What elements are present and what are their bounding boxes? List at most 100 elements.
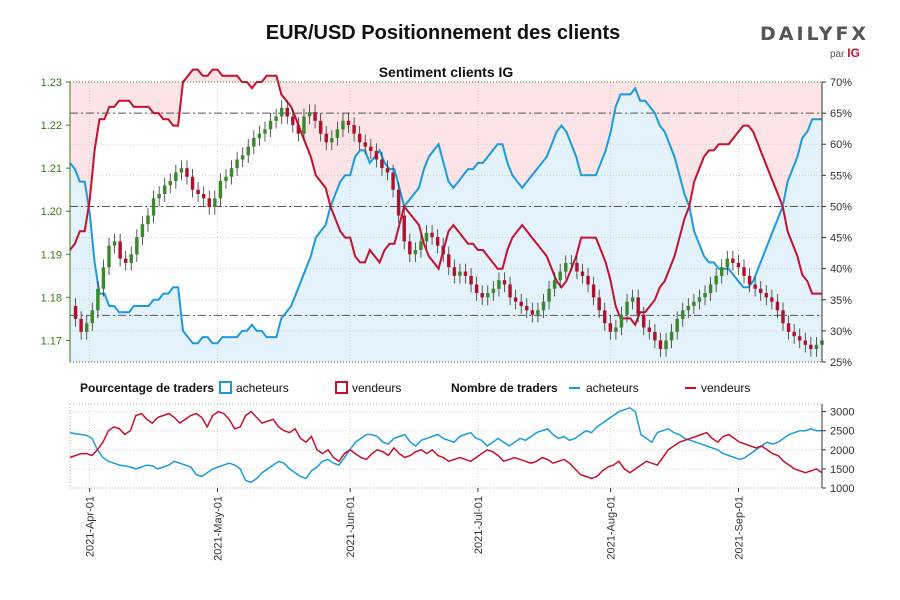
brand-sub: par IG	[830, 46, 860, 60]
price-candle-body	[530, 310, 535, 315]
price-candle-body	[786, 323, 791, 332]
price-candle-body	[408, 241, 412, 255]
x-axis-tick-label: 2021-Sep-01	[733, 496, 745, 560]
left-axis-tick-label: 1.23	[41, 77, 62, 89]
right-axis-tick-label: 25%	[830, 357, 852, 369]
price-candle-body	[235, 159, 239, 169]
price-candle-body	[814, 344, 819, 350]
left-axis-tick-label: 1.22	[41, 120, 62, 132]
price-candle-body	[697, 297, 702, 302]
price-candle-body	[558, 271, 562, 281]
price-candle-body	[123, 258, 128, 263]
price-candle-body	[608, 323, 613, 332]
price-candle-body	[168, 181, 172, 186]
price-candle-body	[201, 194, 206, 199]
price-candle-body	[84, 323, 89, 332]
price-candle-body	[502, 280, 507, 285]
legend-pct-buyers-label: acheteurs	[236, 381, 289, 395]
price-candle-body	[469, 275, 473, 285]
price-candle-body	[196, 189, 200, 194]
price-candle-body	[692, 301, 696, 306]
x-axis-tick-label: 2021-Apr-01	[85, 496, 97, 557]
price-candle-body	[335, 129, 340, 138]
left-axis-tick-label: 1.17	[41, 335, 62, 347]
price-candle-body	[419, 241, 423, 250]
page-title: EUR/USD Positionnement des clients	[265, 22, 621, 44]
legend-pct-buyers-swatch	[219, 381, 232, 394]
price-candle-body	[190, 176, 195, 190]
price-candle-body	[274, 116, 278, 121]
price-candle-body	[330, 138, 334, 143]
price-candle-body	[240, 155, 245, 160]
price-candle-body	[257, 133, 262, 138]
bottom-axis-tick-label: 2500	[830, 426, 854, 438]
left-axis-tick-label: 1.18	[41, 292, 62, 304]
legend-count-buyers-label: acheteurs	[586, 381, 639, 395]
right-axis-tick-label: 45%	[830, 233, 852, 245]
price-candle-body	[363, 142, 367, 147]
price-candle-body	[352, 125, 356, 134]
price-candle-body	[135, 237, 139, 255]
price-candle-body	[391, 172, 395, 190]
price-candle-body	[302, 116, 306, 134]
price-candle-body	[736, 262, 741, 268]
price-candle-body	[346, 120, 351, 126]
price-candle-body	[357, 133, 362, 143]
price-candle-body	[447, 254, 451, 268]
price-candle-body	[513, 297, 518, 302]
price-candle-body	[759, 288, 763, 294]
sellers-count-line	[69, 410, 823, 480]
price-candle-body	[536, 310, 540, 315]
price-candle-body	[597, 297, 601, 311]
price-candle-body	[463, 271, 468, 276]
price-candle-body	[218, 181, 223, 199]
price-candle-body	[803, 340, 808, 345]
legend-pct-sellers-swatch	[335, 381, 348, 394]
price-candle-body	[731, 258, 735, 263]
price-candle-body	[179, 168, 184, 173]
right-axis-tick-label: 60%	[830, 139, 852, 151]
price-candle-body	[809, 344, 813, 350]
price-candle-body	[291, 116, 295, 126]
buyers-sentiment-line	[69, 86, 822, 345]
price-candle-body	[224, 176, 228, 182]
price-candle-body	[653, 331, 657, 341]
price-candle-body	[525, 306, 529, 311]
price-candle-body	[569, 262, 574, 264]
price-candle-body	[792, 331, 796, 337]
price-candle-body	[229, 168, 234, 177]
price-candle-body	[263, 129, 267, 134]
price-candle-body	[112, 241, 117, 246]
price-candle-body	[742, 267, 746, 276]
price-candle-body	[519, 301, 523, 306]
price-candle-body	[486, 293, 490, 298]
price-candle-body	[630, 297, 635, 302]
left-axis-tick-label: 1.20	[41, 206, 62, 218]
price-candle-body	[424, 232, 429, 242]
right-axis-tick-label: 30%	[830, 326, 852, 338]
price-candle-body	[619, 314, 624, 328]
price-candle-body	[664, 340, 668, 350]
price-candle-body	[79, 318, 83, 332]
price-candle-body	[313, 112, 317, 121]
price-candle-body	[296, 125, 301, 134]
price-candle-body	[658, 340, 663, 350]
price-candle-body	[213, 198, 217, 207]
price-candle-body	[770, 297, 774, 302]
right-axis-tick-label: 50%	[830, 201, 852, 213]
x-axis-tick-label: 2021-Aug-01	[606, 496, 618, 560]
x-axis-tick-label: 2021-Jun-01	[345, 496, 357, 558]
legend-count-sellers-label: vendeurs	[701, 381, 750, 395]
price-candle-body	[96, 288, 100, 311]
price-candle-body	[636, 297, 640, 315]
chart-title: Sentiment clients IG	[379, 64, 514, 80]
bottom-axis-tick-label: 1000	[830, 483, 854, 495]
price-candle-body	[797, 336, 802, 341]
left-axis-tick-label: 1.21	[41, 163, 62, 175]
bottom-axis-tick-label: 2000	[830, 445, 854, 457]
price-candle-body	[279, 107, 284, 117]
price-candle-body	[402, 215, 406, 242]
price-candle-body	[775, 301, 780, 311]
price-candle-body	[614, 327, 618, 332]
